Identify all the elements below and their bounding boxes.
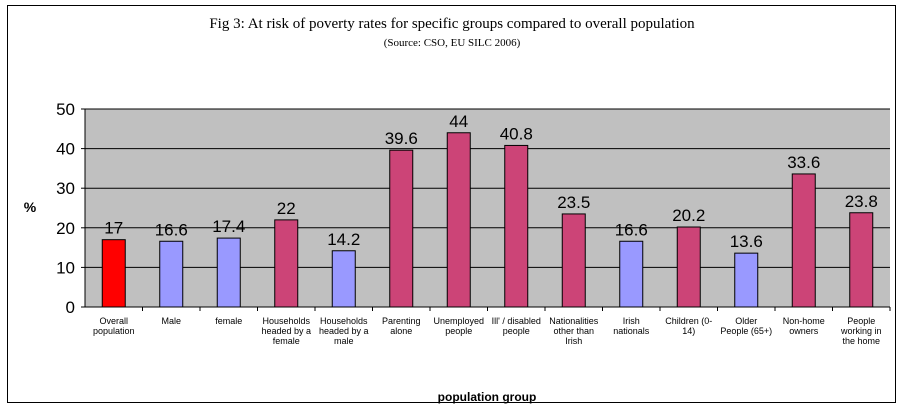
y-tick-label: 20 xyxy=(56,219,75,238)
bar-value-label: 33.6 xyxy=(787,153,820,172)
x-tick-label: Non-home owners xyxy=(783,316,825,336)
x-tick-label: female xyxy=(215,316,242,326)
bar-value-label: 22 xyxy=(277,199,296,218)
y-tick-label: 30 xyxy=(56,179,75,198)
bar xyxy=(331,250,356,308)
y-tick-label: 10 xyxy=(56,258,75,277)
y-tick-label: 0 xyxy=(66,298,75,317)
x-axis-categories: Overall population Male female Households hea… xyxy=(93,307,891,346)
bar-value-label: 40.8 xyxy=(500,124,533,143)
bar xyxy=(791,173,816,308)
bar xyxy=(676,226,701,308)
chart-title: Fig 3: At risk of poverty rates for spec… xyxy=(209,16,695,32)
x-tick-label: Overall population xyxy=(93,316,135,336)
x-tick-label: People working in the home xyxy=(840,316,882,346)
bar-value-label: 23.8 xyxy=(845,192,878,211)
x-tick-label: Households headed by a female xyxy=(261,316,311,346)
bar-value-label: 16.6 xyxy=(615,220,648,239)
y-tick-label: 40 xyxy=(56,140,75,159)
bar xyxy=(274,219,299,308)
bar-value-label: 13.6 xyxy=(730,232,763,251)
y-axis-ticks: 0 10 20 30 40 50 xyxy=(56,100,85,317)
x-axis-title: population group xyxy=(438,390,537,404)
bar xyxy=(619,240,644,308)
bar-value-label: 17.4 xyxy=(212,217,245,236)
bar xyxy=(159,240,184,308)
bar xyxy=(849,212,874,308)
x-tick-label: Male xyxy=(161,316,181,326)
plot-area xyxy=(85,109,890,307)
x-tick-label: Ill' / disabled people xyxy=(492,316,541,336)
y-tick-label: 50 xyxy=(56,100,75,119)
x-tick-label: Older People (65+) xyxy=(720,316,772,336)
x-tick-label: Children (0-14) xyxy=(665,316,712,336)
bar xyxy=(101,239,126,308)
bar xyxy=(389,149,414,308)
bar xyxy=(446,132,471,308)
bar-value-label: 23.5 xyxy=(557,193,590,212)
x-tick-label: Parenting alone xyxy=(382,316,421,336)
x-tick-label: Nationalities other than Irish xyxy=(549,316,599,346)
bar xyxy=(216,237,241,308)
x-tick-label: Unemployed people xyxy=(433,316,484,336)
bar-value-label: 16.6 xyxy=(155,220,188,239)
bar-value-label: 14.2 xyxy=(327,230,360,249)
x-tick-label: Households headed by a male xyxy=(319,316,369,346)
bar xyxy=(734,252,759,308)
chart-subtitle: (Source: CSO, EU SILC 2006) xyxy=(383,37,521,49)
bar-value-label: 44 xyxy=(449,112,468,131)
value-labels: 17 16.6 17.4 22 14.2 39.6 44 40.8 23.5 16.6 20.2 13… xyxy=(104,112,878,251)
bar xyxy=(561,213,586,308)
bar-value-label: 17 xyxy=(104,219,123,238)
x-tick-label: Irish nationals xyxy=(613,316,650,336)
bar xyxy=(504,144,529,308)
bar-value-label: 39.6 xyxy=(385,129,418,148)
bar-value-label: 20.2 xyxy=(672,206,705,225)
y-axis-title: % xyxy=(24,199,37,215)
bars xyxy=(101,132,874,308)
